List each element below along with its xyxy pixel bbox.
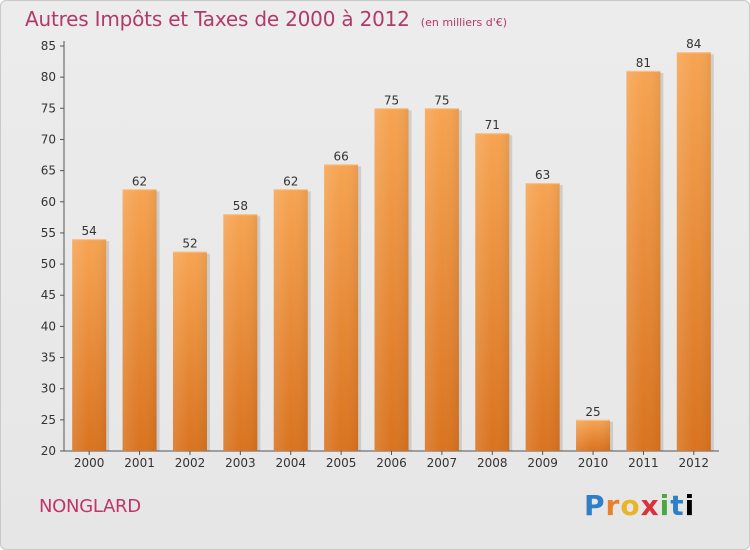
data-label: 81 bbox=[636, 56, 651, 70]
data-label: 58 bbox=[233, 199, 248, 213]
bar-sheen bbox=[122, 189, 157, 452]
x-tick-label: 2001 bbox=[124, 456, 155, 470]
x-tick-label: 2010 bbox=[578, 456, 609, 470]
data-label: 63 bbox=[535, 168, 550, 182]
bar-sheen bbox=[374, 108, 409, 452]
logo-letter: P bbox=[584, 489, 606, 522]
bar-sheen bbox=[576, 419, 611, 451]
data-label: 71 bbox=[485, 118, 500, 132]
x-tick-label: 2000 bbox=[74, 456, 105, 470]
bar-sheen bbox=[475, 133, 510, 451]
logo-letter: i bbox=[659, 489, 671, 522]
y-tick-label: 75 bbox=[41, 101, 56, 115]
bar-sheen bbox=[424, 108, 459, 452]
x-tick-label: 2007 bbox=[427, 456, 458, 470]
logo-letter: r bbox=[605, 489, 621, 522]
bar-sheen bbox=[324, 164, 359, 451]
y-tick-label: 45 bbox=[41, 288, 56, 302]
data-label: 75 bbox=[434, 93, 449, 107]
bar-sheen bbox=[626, 70, 661, 451]
x-tick-label: 2009 bbox=[527, 456, 558, 470]
data-label: 75 bbox=[384, 93, 399, 107]
data-label: 52 bbox=[182, 237, 197, 251]
data-label: 54 bbox=[82, 224, 97, 238]
bar-sheen bbox=[676, 52, 711, 451]
y-tick-label: 40 bbox=[41, 319, 56, 333]
data-label: 66 bbox=[333, 149, 348, 163]
bar-sheen bbox=[172, 251, 207, 451]
commune-name: NONGLARD bbox=[39, 496, 141, 517]
x-tick-label: 2011 bbox=[628, 456, 659, 470]
y-tick-label: 35 bbox=[41, 351, 56, 365]
y-tick-label: 70 bbox=[41, 132, 56, 146]
logo-letter: t bbox=[670, 489, 685, 522]
proxiti-logo: Proxiti bbox=[584, 489, 695, 522]
logo-letter: o bbox=[620, 489, 641, 522]
bar-sheen bbox=[72, 239, 107, 451]
y-tick-label: 50 bbox=[41, 257, 56, 271]
y-tick-label: 60 bbox=[41, 195, 56, 209]
y-tick-label: 65 bbox=[41, 164, 56, 178]
data-label: 62 bbox=[283, 174, 298, 188]
y-tick-label: 25 bbox=[41, 413, 56, 427]
y-tick-label: 30 bbox=[41, 382, 56, 396]
y-tick-label: 80 bbox=[41, 70, 56, 84]
data-label: 84 bbox=[686, 37, 701, 51]
logo-letter: x bbox=[640, 489, 660, 522]
y-tick-label: 85 bbox=[41, 39, 56, 53]
y-tick-label: 20 bbox=[41, 444, 56, 458]
x-tick-label: 2005 bbox=[326, 456, 357, 470]
bar-sheen bbox=[525, 183, 560, 452]
chart-title: Autres Impôts et Taxes de 2000 à 2012 (e… bbox=[25, 7, 507, 31]
x-tick-label: 2002 bbox=[175, 456, 206, 470]
x-tick-label: 2003 bbox=[225, 456, 256, 470]
data-label: 62 bbox=[132, 174, 147, 188]
chart-subtitle: (en milliers d'€) bbox=[420, 16, 508, 29]
data-label: 25 bbox=[585, 405, 600, 419]
logo-letter: i bbox=[684, 489, 696, 522]
bar-sheen bbox=[223, 214, 258, 451]
x-tick-label: 2008 bbox=[477, 456, 508, 470]
x-tick-label: 2004 bbox=[275, 456, 306, 470]
chart-title-text: Autres Impôts et Taxes de 2000 à 2012 bbox=[25, 7, 410, 31]
y-tick-label: 55 bbox=[41, 226, 56, 240]
x-tick-label: 2012 bbox=[679, 456, 710, 470]
bar-sheen bbox=[273, 189, 308, 452]
x-tick-label: 2006 bbox=[376, 456, 407, 470]
